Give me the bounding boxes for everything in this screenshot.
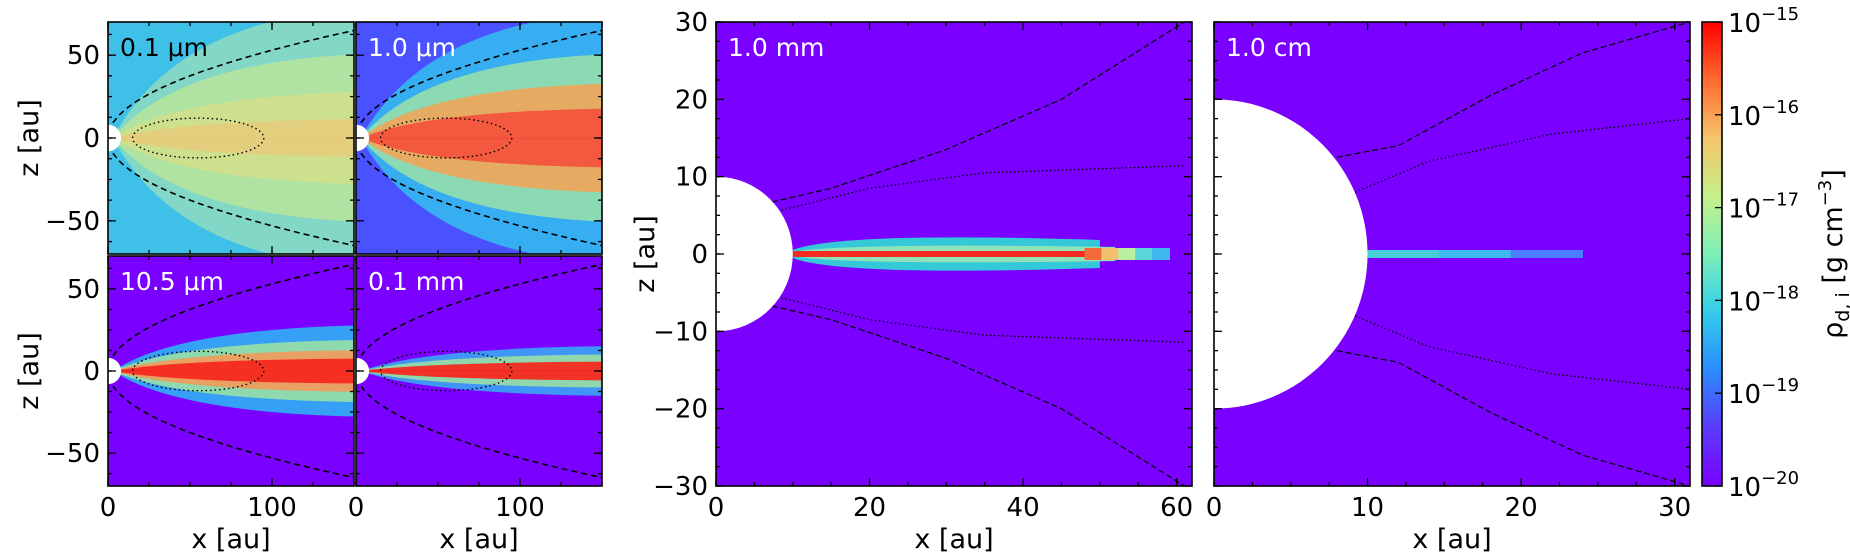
x-tick-label: 10 xyxy=(1351,493,1384,523)
x-axis-label: x [au] xyxy=(191,524,270,555)
x-axis-label: x [au] xyxy=(914,524,993,555)
dotted-boundary xyxy=(379,117,513,159)
dashed-boundary xyxy=(112,29,354,124)
density-layer xyxy=(1101,248,1120,260)
y-tick-label: −50 xyxy=(45,439,100,469)
panel-1: −50 0 50 z [au] 0.1 μm xyxy=(14,21,355,255)
density-layer xyxy=(1152,248,1170,260)
y-tick-label: 50 xyxy=(67,275,100,305)
panel-label: 0.1 mm xyxy=(368,267,464,296)
panel-2: 1.0 μm xyxy=(355,21,603,255)
midplane-layer xyxy=(792,251,1100,257)
colorbar-frame xyxy=(1701,21,1723,487)
panel-label: 10.5 μm xyxy=(120,267,224,296)
dashed-boundary xyxy=(754,22,1185,207)
density-layer xyxy=(1135,248,1154,260)
dashed-boundary xyxy=(112,385,354,479)
colorbar-tick-label: 10−20 xyxy=(1728,468,1799,503)
x-tick-label: 100 xyxy=(247,493,297,523)
x-tick-label: 20 xyxy=(1505,493,1538,523)
dotted-boundary xyxy=(131,350,265,392)
colorbar-label: ρd, i [g cm−3] xyxy=(1815,169,1850,339)
x-axis-label: x [au] xyxy=(439,524,518,555)
panel-label: 1.0 μm xyxy=(368,33,456,62)
density-layer xyxy=(1118,248,1137,260)
x-tick-label: 0 xyxy=(348,493,365,523)
dashed-boundary xyxy=(112,152,354,247)
y-tick-label: −20 xyxy=(653,395,708,425)
colorbar: 10−15 10−16 10−17 10−18 10−19 10−20 ρd, i [g c… xyxy=(1701,4,1850,503)
y-tick-label: 50 xyxy=(67,41,100,71)
x-tick-label: 0 xyxy=(100,493,117,523)
dashed-boundary xyxy=(360,385,602,479)
plot-area xyxy=(108,22,354,254)
density-layer xyxy=(1084,248,1103,260)
dashed-boundary xyxy=(360,263,602,357)
y-axis-label: z [au] xyxy=(14,99,45,176)
x-tick-label: 20 xyxy=(853,493,886,523)
panel-label: 1.0 cm xyxy=(1226,33,1312,62)
dashed-boundary xyxy=(360,29,602,124)
plot-area xyxy=(356,256,602,486)
x-tick-label: 100 xyxy=(495,493,545,523)
y-tick-label: 0 xyxy=(691,240,708,270)
plot-area xyxy=(1214,22,1690,486)
plot-area xyxy=(356,22,602,254)
density-layer xyxy=(1510,250,1584,258)
sink-region xyxy=(716,176,793,332)
sink-region xyxy=(1214,99,1368,409)
x-tick-label: 30 xyxy=(1658,493,1691,523)
y-tick-label: −50 xyxy=(45,207,100,237)
dashed-boundary xyxy=(1336,350,1690,486)
y-tick-label: 20 xyxy=(675,85,708,115)
dashed-boundary xyxy=(112,263,354,357)
y-axis-label: z [au] xyxy=(630,215,661,292)
x-tick-label: 40 xyxy=(1007,493,1040,523)
dotted-boundary xyxy=(754,290,1185,343)
y-tick-label: 10 xyxy=(675,163,708,193)
dotted-boundary xyxy=(379,350,513,392)
colorbar-gradient xyxy=(1702,22,1722,486)
plot-area xyxy=(716,22,1192,486)
x-tick-label: 0 xyxy=(1206,493,1223,523)
colorbar-tick-label: 10−17 xyxy=(1728,190,1799,225)
y-tick-label: −10 xyxy=(653,317,708,347)
colorbar-tick-label: 10−19 xyxy=(1728,375,1799,410)
panel-6: 0 10 20 30 x [au] 1.0 cm xyxy=(1206,21,1691,555)
y-axis-label: z [au] xyxy=(14,332,45,409)
y-tick-label: −30 xyxy=(653,472,708,502)
colorbar-tick-label: 10−18 xyxy=(1728,282,1799,317)
panel-label: 0.1 μm xyxy=(120,33,208,62)
y-tick-label: 30 xyxy=(675,8,708,38)
x-tick-label: 0 xyxy=(708,493,725,523)
panel-5: 0 20 40 60 −30 −20 −10 0 10 20 30 x [au] z [au] 1.0 m… xyxy=(630,8,1193,555)
density-layer xyxy=(1367,250,1440,258)
panel-label: 1.0 mm xyxy=(728,33,824,62)
density-layer xyxy=(1439,250,1512,258)
x-tick-label: 60 xyxy=(1160,493,1193,523)
colorbar-tick-label: 10−16 xyxy=(1728,97,1799,132)
y-tick-label: 0 xyxy=(83,124,100,154)
plot-area xyxy=(108,256,354,486)
colorbar-tick-label: 10−15 xyxy=(1728,4,1799,39)
y-tick-label: 0 xyxy=(83,357,100,387)
x-axis-label: x [au] xyxy=(1412,524,1491,555)
dotted-boundary xyxy=(131,117,265,159)
dashed-boundary xyxy=(360,152,602,247)
dashed-boundary xyxy=(1336,22,1690,158)
dashed-boundary xyxy=(754,301,1185,486)
dotted-boundary xyxy=(754,165,1185,218)
